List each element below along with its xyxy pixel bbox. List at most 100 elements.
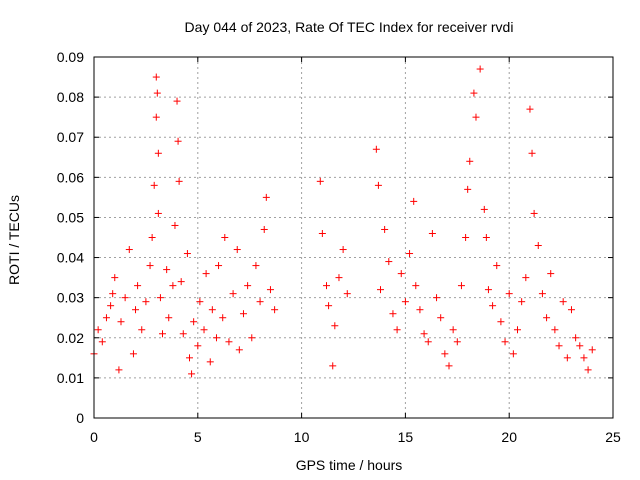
data-point	[194, 342, 202, 350]
data-point	[152, 73, 160, 81]
x-tick-label: 25	[605, 429, 621, 445]
data-point	[154, 149, 162, 157]
data-point	[420, 330, 428, 338]
data-point	[138, 326, 146, 334]
data-point	[248, 334, 256, 342]
data-point	[229, 290, 237, 298]
data-point	[252, 262, 260, 270]
data-point	[148, 234, 156, 241]
data-point	[372, 145, 380, 153]
data-point	[530, 209, 538, 217]
x-tick-label: 15	[398, 429, 414, 445]
data-point	[183, 250, 191, 258]
data-point	[200, 326, 208, 334]
data-point	[576, 342, 584, 350]
y-tick-label: 0.04	[57, 250, 84, 266]
data-point	[538, 290, 546, 298]
data-point	[437, 314, 445, 322]
data-point	[534, 242, 542, 250]
y-tick-label: 0.01	[57, 370, 84, 386]
data-point	[202, 270, 210, 278]
data-point	[555, 342, 563, 350]
y-tick-label: 0.03	[57, 290, 84, 306]
data-point	[470, 89, 478, 97]
data-point	[98, 338, 106, 346]
data-point	[343, 290, 351, 298]
data-point	[493, 262, 501, 270]
data-point	[121, 294, 129, 302]
data-point	[528, 149, 536, 157]
data-point	[175, 177, 183, 185]
data-point	[563, 354, 571, 362]
x-tick-label: 20	[501, 429, 517, 445]
data-point	[393, 326, 401, 334]
data-point	[179, 330, 187, 338]
data-point	[457, 282, 465, 290]
axis-ticks: 0 5 10 15 20 25 0 0.01 0.02 0.03 0.04 0.05 0.06 0.07 0…	[57, 49, 621, 445]
data-point	[219, 314, 227, 322]
data-point	[185, 354, 193, 362]
data-point	[323, 282, 331, 290]
data-point	[102, 314, 110, 322]
data-point	[215, 262, 223, 270]
x-tick-label: 0	[90, 429, 98, 445]
data-point	[572, 334, 580, 342]
data-point	[111, 274, 119, 282]
plot-frame	[93, 56, 614, 419]
data-point	[159, 330, 167, 338]
data-point	[171, 221, 179, 229]
data-point	[376, 286, 384, 294]
data-point	[385, 258, 393, 266]
data-point	[335, 274, 343, 282]
data-point	[543, 314, 551, 322]
data-point	[169, 282, 177, 290]
x-tick-label: 5	[194, 429, 202, 445]
data-point	[239, 310, 247, 318]
data-point	[225, 338, 233, 346]
data-point	[153, 89, 161, 97]
data-point	[584, 366, 592, 374]
data-point	[464, 185, 472, 193]
data-point	[115, 366, 123, 374]
data-point	[208, 306, 216, 314]
chart-title: Day 044 of 2023, Rate Of TEC Index for r…	[185, 19, 514, 35]
data-point	[235, 346, 243, 354]
data-point	[134, 282, 142, 290]
data-point	[221, 234, 229, 241]
data-point	[125, 246, 133, 254]
data-points	[90, 65, 596, 378]
data-point	[580, 354, 588, 362]
data-point	[397, 270, 405, 278]
data-point	[381, 225, 389, 233]
data-point	[462, 234, 470, 241]
data-point	[206, 358, 214, 366]
data-point	[416, 306, 424, 314]
data-point	[188, 370, 196, 378]
x-tick-label: 10	[294, 429, 310, 445]
data-point	[339, 246, 347, 254]
data-point	[466, 157, 474, 165]
data-point	[331, 322, 339, 330]
data-point	[588, 346, 596, 354]
data-point	[526, 105, 534, 113]
y-axis-label: ROTI / TECUs	[6, 195, 22, 285]
x-axis-label: GPS time / hours	[296, 457, 403, 473]
data-point	[433, 294, 441, 302]
data-point	[150, 181, 158, 189]
data-point	[522, 274, 530, 282]
data-point	[547, 270, 555, 278]
data-point	[190, 318, 198, 326]
data-point	[406, 250, 414, 258]
data-point	[316, 177, 324, 185]
data-point	[389, 310, 397, 318]
data-point	[551, 326, 559, 334]
data-point	[401, 298, 409, 306]
data-point	[518, 298, 526, 306]
data-point	[424, 338, 432, 346]
data-point	[559, 298, 567, 306]
data-point	[449, 326, 457, 334]
data-point	[428, 229, 436, 237]
data-point	[412, 282, 420, 290]
data-point	[482, 234, 490, 241]
